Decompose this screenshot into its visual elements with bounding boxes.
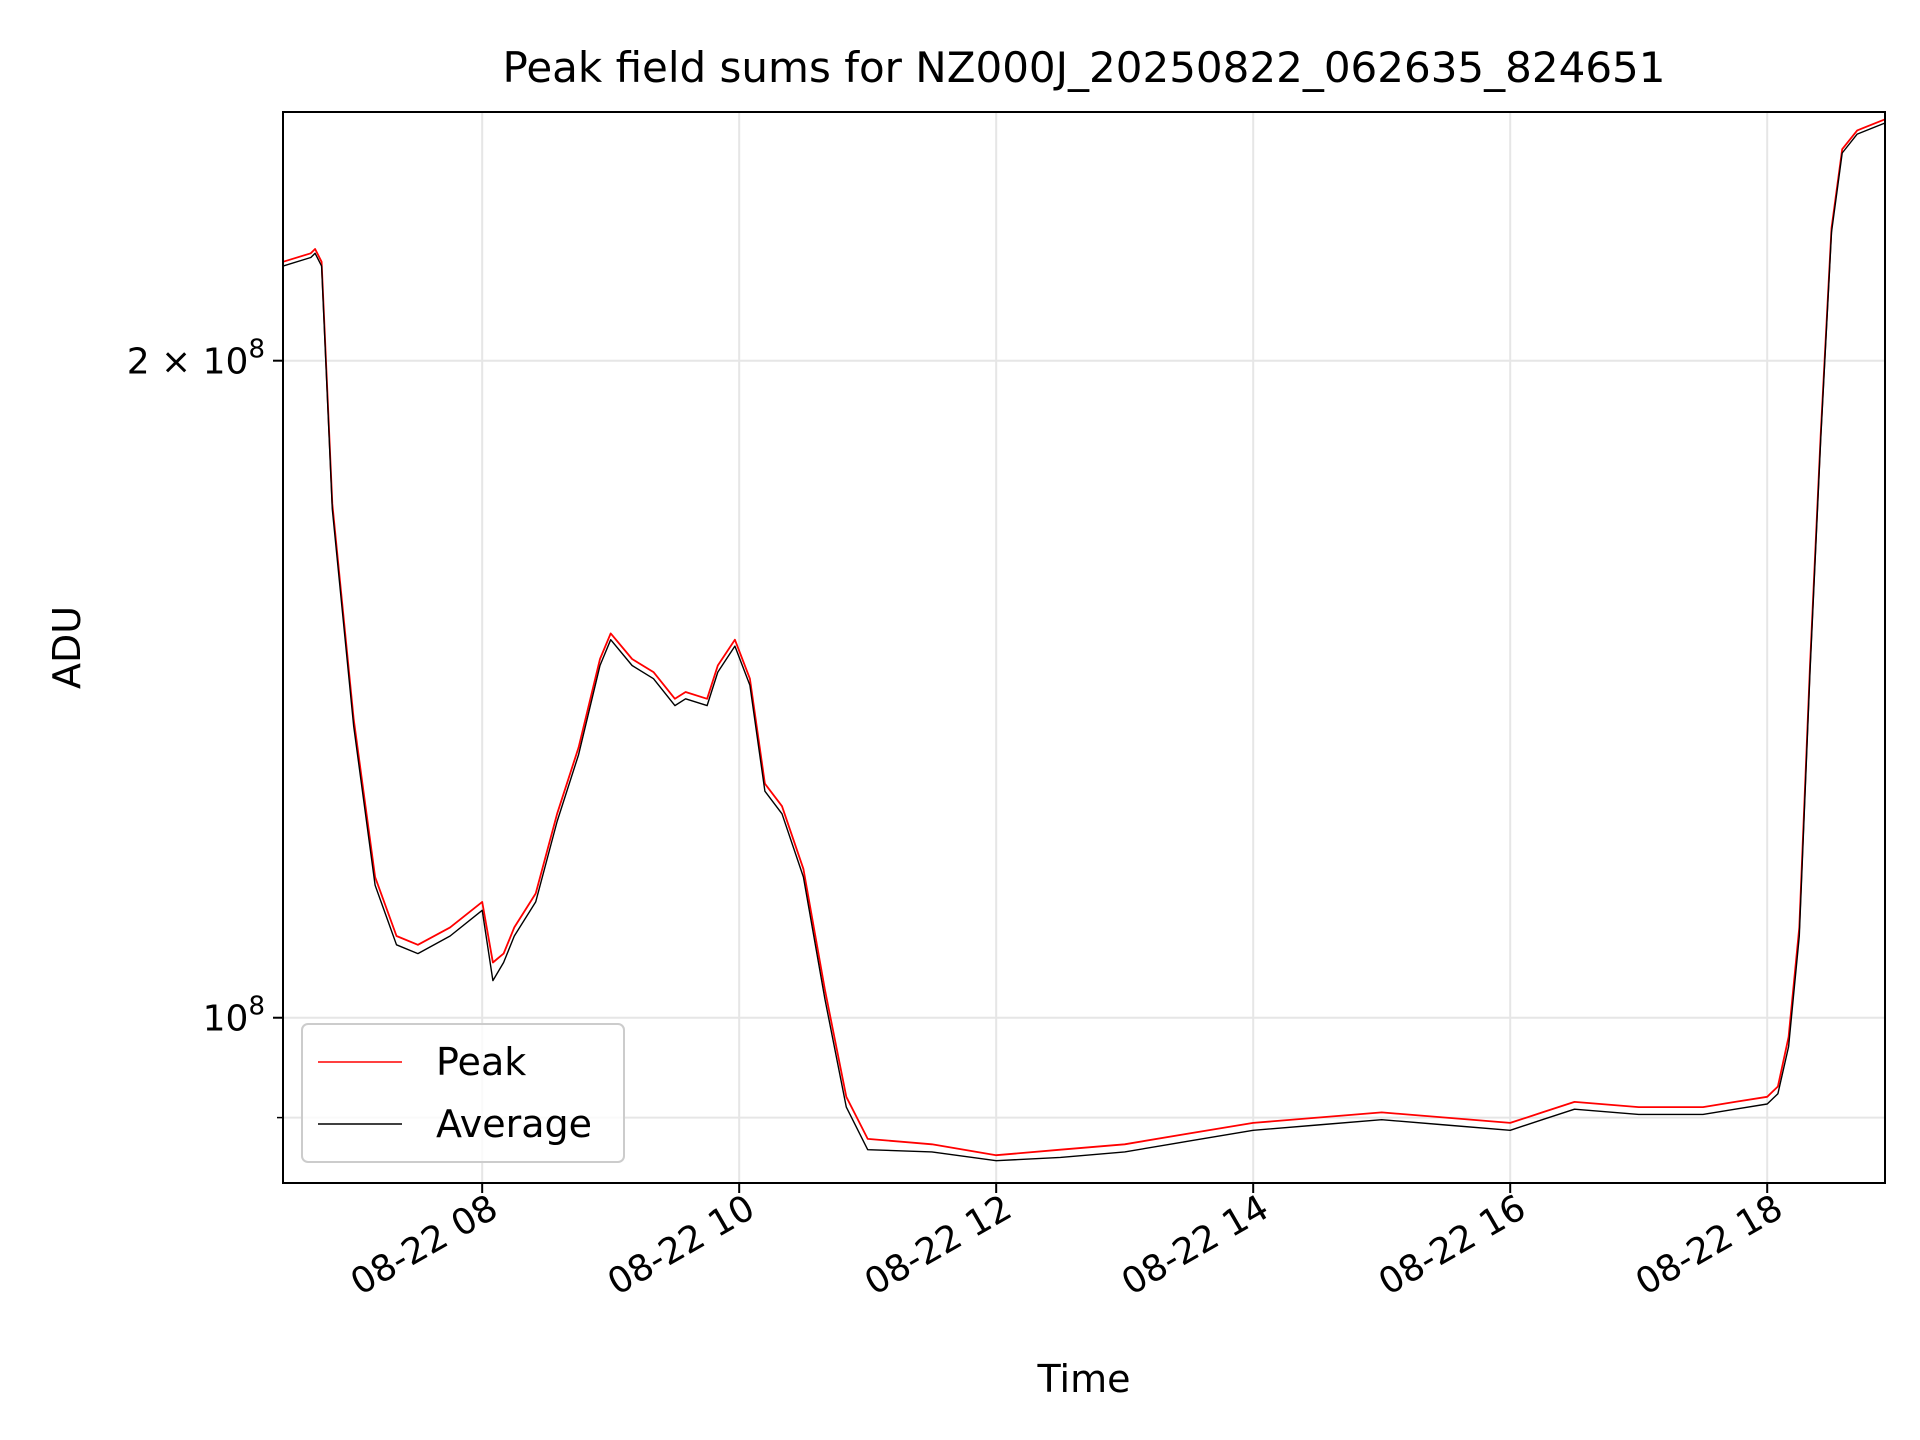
- chart-title: Peak field sums for NZ000J_20250822_0626…: [503, 43, 1666, 92]
- axes-frame: [282, 111, 1886, 1184]
- x-axis-label: Time: [1037, 1357, 1131, 1401]
- legend-label-average: Average: [436, 1102, 592, 1146]
- y-axis: 108 2 × 108: [127, 335, 283, 1119]
- series-layer: [282, 118, 1886, 1162]
- series-line-average: [282, 122, 1886, 1162]
- legend-label-peak: Peak: [436, 1040, 526, 1084]
- legend: Peak Average: [301, 1023, 625, 1163]
- y-axis-label: ADU: [45, 606, 89, 689]
- series-line-peak: [282, 118, 1886, 1157]
- y-tick-label: 108: [203, 992, 265, 1040]
- y-tick-label: 2 × 108: [127, 335, 265, 383]
- legend-box: [301, 1023, 625, 1163]
